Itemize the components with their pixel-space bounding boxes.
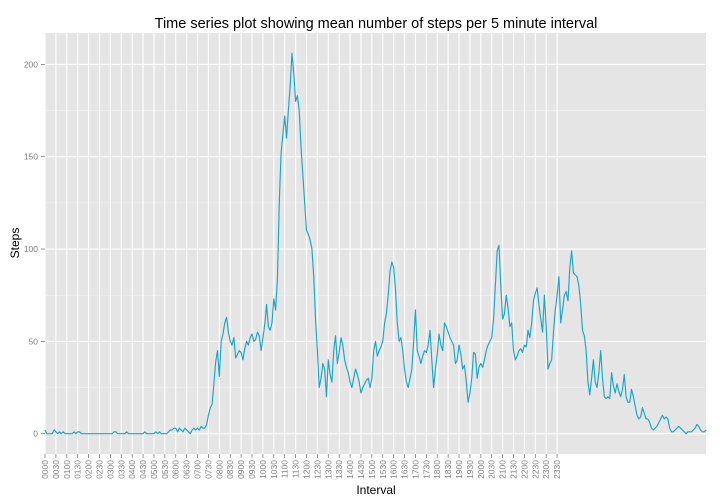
x-tick-label: 0730 (203, 460, 213, 479)
x-tick-label: 2200 (519, 460, 529, 479)
y-tick-label: 50 (29, 336, 39, 346)
x-tick-label: 1330 (334, 460, 344, 479)
x-tick-label: 1930 (465, 460, 475, 479)
major-grid (44, 33, 706, 454)
x-tick-label: 0130 (73, 460, 83, 479)
x-tick-label: 0200 (84, 460, 94, 479)
x-tick-label: 1100 (280, 460, 290, 479)
x-tick-label: 1030 (269, 460, 279, 479)
x-tick-label: 2000 (476, 460, 486, 479)
x-tick-label: 1530 (378, 460, 388, 479)
x-tick-label: 0430 (138, 460, 148, 479)
x-tick-label: 0030 (51, 460, 61, 479)
x-tick-label: 1130 (291, 460, 301, 479)
x-tick-label: 2300 (541, 460, 551, 479)
x-tick-label: 1200 (301, 460, 311, 479)
plot-panel (45, 33, 706, 454)
x-tick-label: 2100 (498, 460, 508, 479)
chart-title: Time series plot showing mean number of … (155, 16, 598, 32)
x-tick-label: 0600 (171, 460, 181, 479)
x-tick-label: 1630 (400, 460, 410, 479)
x-tick-label: 1730 (421, 460, 431, 479)
y-tick-label: 100 (24, 244, 38, 254)
x-tick-label: 1400 (345, 460, 355, 479)
x-tick-label: 0330 (116, 460, 126, 479)
x-tick-label: 1900 (454, 460, 464, 479)
x-tick-label: 1430 (356, 460, 366, 479)
x-tick-label: 1830 (443, 460, 453, 479)
x-tick-label: 0530 (160, 460, 170, 479)
x-tick-label: 0500 (149, 460, 159, 479)
x-tick-label: 0230 (94, 460, 104, 479)
x-tick-label: 0000 (40, 460, 50, 479)
y-tick-label: 150 (24, 152, 38, 162)
x-tick-label: 2030 (487, 460, 497, 479)
x-axis-title: Interval (356, 483, 395, 497)
minor-grid (45, 110, 706, 388)
x-tick-label: 0400 (127, 460, 137, 479)
x-tick-label: 0800 (214, 460, 224, 479)
x-tick-label: 1600 (389, 460, 399, 479)
x-tick-label: 0100 (62, 460, 72, 479)
x-tick-label: 0900 (236, 460, 246, 479)
x-tick-label: 0930 (247, 460, 257, 479)
x-tick-label: 1500 (367, 460, 377, 479)
x-tick-label: 1230 (312, 460, 322, 479)
y-tick-label: 0 (33, 429, 38, 439)
y-axis-ticks: 0 50 100 150 200 (24, 59, 45, 439)
x-tick-label: 1000 (258, 460, 268, 479)
x-tick-label: 0630 (182, 460, 192, 479)
y-axis-title: Steps (8, 228, 22, 259)
x-tick-label: 2130 (509, 460, 519, 479)
x-tick-label: 1800 (432, 460, 442, 479)
x-tick-label: 2230 (530, 460, 540, 479)
x-axis-ticks: 0000 0030 0100 0130 0200 0230 0300 0330 0400 0430… (40, 454, 562, 479)
x-tick-label: 0830 (225, 460, 235, 479)
steps-series-line (44, 52, 707, 435)
x-tick-label: 0300 (105, 460, 115, 479)
x-tick-label: 1300 (323, 460, 333, 479)
y-tick-label: 200 (24, 59, 38, 69)
x-tick-label: 1700 (410, 460, 420, 479)
x-tick-label: 0700 (193, 460, 203, 479)
x-tick-label: 2330 (552, 460, 562, 479)
